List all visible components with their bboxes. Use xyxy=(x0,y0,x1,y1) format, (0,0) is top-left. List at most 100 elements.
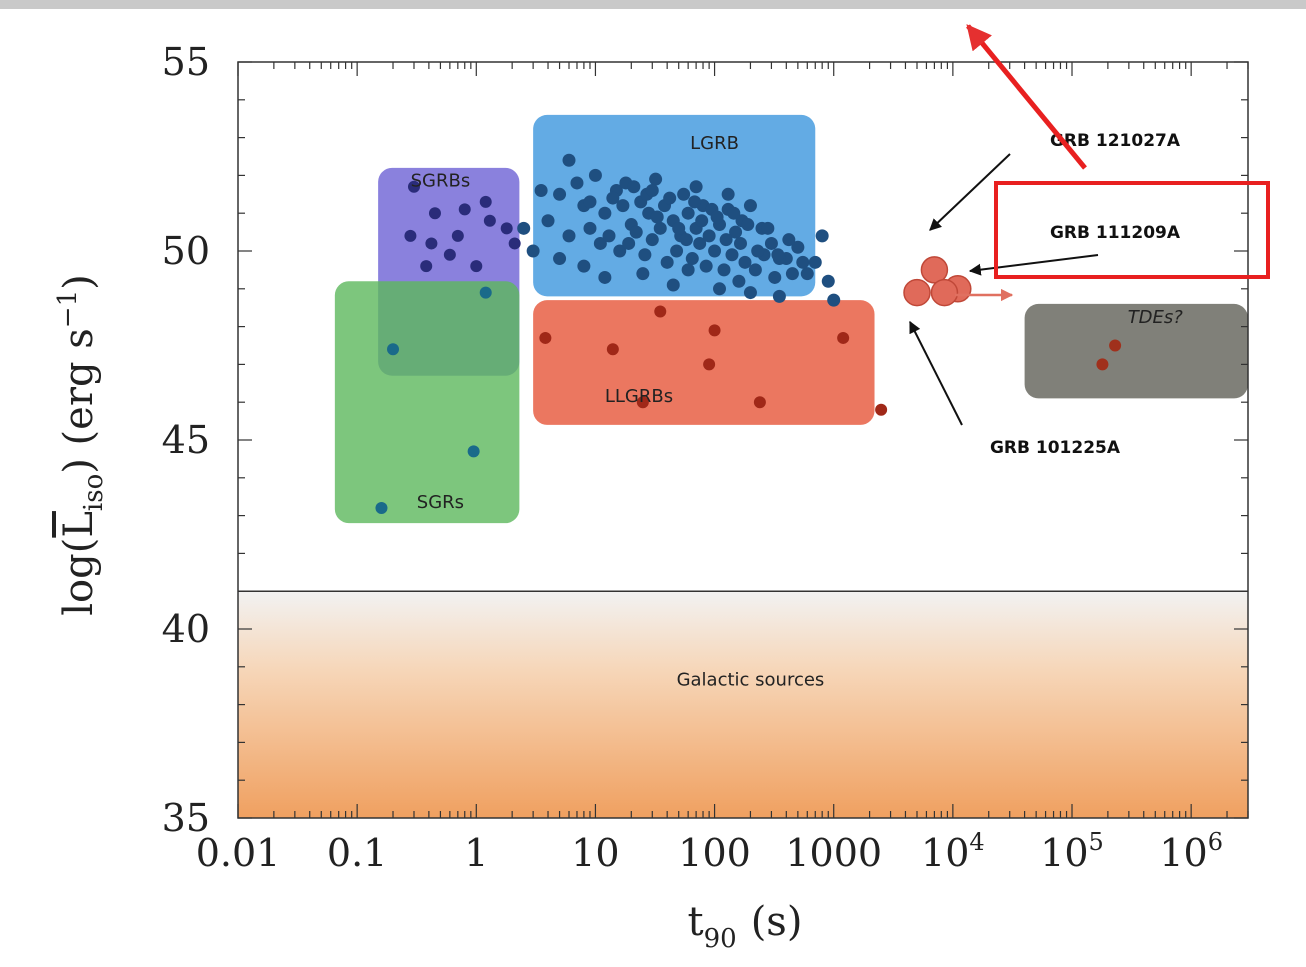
point-lgrb-38 xyxy=(653,221,667,235)
point-lgrb-44 xyxy=(699,259,713,273)
point-sgrbs-2 xyxy=(458,203,471,216)
point-llgrbs-5 xyxy=(837,331,850,344)
point-tdes-0 xyxy=(1096,358,1109,371)
point-sgrbs-8 xyxy=(500,222,513,235)
point-lgrb-90 xyxy=(772,289,786,303)
region-label-tdes: TDEs? xyxy=(1128,307,1184,328)
point-lgrb-30 xyxy=(583,221,597,235)
point-lgrb-31 xyxy=(593,236,607,250)
point-sgrbs-1 xyxy=(428,207,441,220)
axis-ticks xyxy=(237,61,1249,819)
point-sgrbs-3 xyxy=(479,195,492,208)
y-axis-label: log(Liso) (erg s−1) xyxy=(53,274,109,615)
point-llgrbs-0 xyxy=(539,331,552,344)
point-lgrb-49 xyxy=(738,255,752,269)
point-lgrb-56 xyxy=(534,184,548,198)
x-tick-label: 0.01 xyxy=(196,831,281,875)
point-grb-cluster-3 xyxy=(930,278,959,307)
point-lgrb-46 xyxy=(717,263,731,277)
y-tick-label: 55 xyxy=(162,40,210,84)
point-lgrb-60 xyxy=(616,199,630,213)
x-tick-label: 105 xyxy=(1040,828,1104,875)
galactic-sources-label: Galactic sources xyxy=(677,670,825,691)
point-lgrb-52 xyxy=(768,270,782,284)
x-tick-label: 100 xyxy=(678,831,751,875)
point-lgrb-55 xyxy=(796,255,810,269)
point-llgrbs-7 xyxy=(753,396,766,409)
point-lgrb-57 xyxy=(570,176,584,190)
region-label-sgrbs: SGRBs xyxy=(411,171,471,192)
point-llgrbs-8 xyxy=(875,403,888,416)
point-lgrb-61 xyxy=(627,180,641,194)
point-lgrb-67 xyxy=(688,195,702,209)
highlight-arrow xyxy=(966,24,1087,170)
point-sgrbs-5 xyxy=(425,237,438,250)
region-label-lgrb: LGRB xyxy=(690,133,739,154)
point-lgrb-28 xyxy=(541,214,555,228)
point-lgrb-37 xyxy=(645,233,659,247)
y-tick-label: 45 xyxy=(162,418,210,462)
point-lgrb-84 xyxy=(598,270,612,284)
point-lgrb-59 xyxy=(606,191,620,205)
point-lgrb-93 xyxy=(645,184,659,198)
point-llgrbs-2 xyxy=(654,305,667,318)
point-lgrb-25 xyxy=(791,240,805,254)
annotation-grb-101225a: GRB 101225A xyxy=(990,438,1121,458)
point-lgrb-12 xyxy=(677,187,691,201)
point-lgrb-82 xyxy=(553,252,567,266)
point-lgrb-9 xyxy=(649,172,663,186)
x-tick-label: 10 xyxy=(571,831,619,875)
point-lgrb-48 xyxy=(732,274,746,288)
point-lgrb-85 xyxy=(636,267,650,281)
point-lgrb-21 xyxy=(743,199,757,213)
point-lgrb-69 xyxy=(702,229,716,243)
point-llgrbs-4 xyxy=(708,324,721,337)
point-lgrb-76 xyxy=(761,221,775,235)
point-sgrbs-7 xyxy=(483,214,496,227)
point-sgrbs-4 xyxy=(404,229,417,242)
y-tick-label: 40 xyxy=(162,607,210,651)
point-lgrb-40 xyxy=(670,244,684,258)
point-lgrb-50 xyxy=(748,263,762,277)
point-sgrs-0 xyxy=(387,343,400,356)
point-lgrb-80 xyxy=(517,221,531,235)
point-sgrbs-11 xyxy=(470,260,483,273)
point-lgrb-63 xyxy=(650,210,664,224)
point-sgrbs-10 xyxy=(443,248,456,261)
region-label-llgrbs: LLGRBs xyxy=(605,386,673,407)
point-lgrb-29 xyxy=(562,229,576,243)
point-lgrb-92 xyxy=(827,293,841,307)
point-lgrb-34 xyxy=(622,236,636,250)
x-axis-label: t90 (s) xyxy=(688,899,803,954)
point-llgrbs-1 xyxy=(606,343,619,356)
point-lgrb-32 xyxy=(602,229,616,243)
point-lgrb-71 xyxy=(719,233,733,247)
point-lgrb-33 xyxy=(613,244,627,258)
point-lgrb-78 xyxy=(782,233,796,247)
top-border xyxy=(0,0,1306,9)
point-lgrb-72 xyxy=(727,206,741,220)
region-label-sgrs: SGRs xyxy=(417,492,464,513)
point-lgrb-42 xyxy=(685,252,699,266)
y-tick-label: 50 xyxy=(162,229,210,273)
x-tick-label: 106 xyxy=(1159,828,1223,875)
point-lgrb-26 xyxy=(800,267,814,281)
point-lgrb-0 xyxy=(562,153,576,167)
arrow-grb-111209a xyxy=(968,254,1099,276)
point-llgrbs-6 xyxy=(636,396,649,409)
point-lgrb-73 xyxy=(733,236,747,250)
point-lgrb-1 xyxy=(553,187,567,201)
annotation-grb-111209a: GRB 111209A xyxy=(1050,223,1181,243)
point-lgrb-65 xyxy=(672,221,686,235)
point-sgrbs-12 xyxy=(508,237,521,250)
x-tick-label: 0.1 xyxy=(327,831,387,875)
annotation-grb-121027a: GRB 121027A xyxy=(1050,131,1181,151)
point-lgrb-47 xyxy=(725,248,739,262)
x-tick-label: 1 xyxy=(464,831,488,875)
point-lgrb-87 xyxy=(681,263,695,277)
region-tdes xyxy=(1024,303,1248,399)
point-lgrb-3 xyxy=(598,206,612,220)
point-lgrb-35 xyxy=(629,225,643,239)
region-boxes xyxy=(334,114,1248,524)
